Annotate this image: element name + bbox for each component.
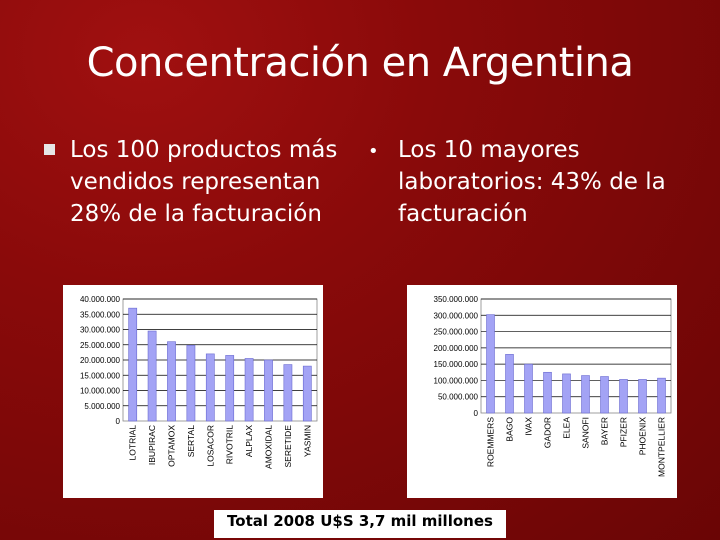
bar bbox=[657, 377, 666, 414]
bar bbox=[638, 379, 647, 414]
x-category-label: AMOXIDAL bbox=[264, 425, 274, 469]
x-category-label: BAGO bbox=[505, 417, 515, 442]
x-category-label: ELEA bbox=[562, 417, 572, 439]
x-category-label: MONTPELLIER bbox=[657, 417, 667, 477]
x-category-label: SERETIDE bbox=[283, 425, 293, 468]
y-tick-label: 35.000.000 bbox=[80, 310, 121, 319]
x-category-label: IVAX bbox=[524, 417, 534, 436]
x-category-label: IBUPIRAC bbox=[147, 425, 157, 465]
top-products-bar-chart: 0 5.000.000 10.000.000 15.000.000 20.000.000… bbox=[63, 285, 323, 498]
x-category-label: LOSACOR bbox=[205, 425, 215, 467]
bar bbox=[244, 358, 254, 422]
y-tick-label: 350.000.000 bbox=[434, 295, 479, 304]
bar bbox=[562, 373, 571, 414]
bar bbox=[619, 379, 628, 414]
x-category-label: PFIZER bbox=[619, 417, 629, 447]
y-tick-label: 0 bbox=[116, 417, 121, 426]
x-category-label: ALPLAX bbox=[244, 425, 254, 457]
top-laboratories-bar-chart: 0 50.000.000 100.000.000 150.000.000 200.000… bbox=[407, 285, 677, 498]
y-tick-label: 20.000.000 bbox=[80, 356, 121, 365]
y-tick-label: 40.000.000 bbox=[80, 295, 121, 304]
bar bbox=[264, 359, 273, 422]
x-category-label: YASMIN bbox=[302, 425, 312, 457]
bar bbox=[302, 365, 312, 422]
y-tick-label: 200.000.000 bbox=[434, 344, 479, 353]
bar bbox=[581, 375, 590, 414]
x-category-label: PHOENIX bbox=[638, 417, 648, 456]
x-category-label: LOTRIAL bbox=[128, 425, 138, 461]
bar bbox=[147, 330, 157, 422]
bar bbox=[225, 355, 235, 422]
y-tick-label: 100.000.000 bbox=[434, 376, 479, 385]
bar bbox=[167, 341, 176, 422]
y-tick-label: 0 bbox=[474, 409, 479, 418]
slide-title: Concentración en Argentina bbox=[86, 40, 634, 86]
bar bbox=[524, 363, 533, 414]
y-tick-label: 5.000.000 bbox=[84, 402, 120, 411]
dot-bullet-icon: • bbox=[368, 141, 379, 162]
y-tick-label: 300.000.000 bbox=[434, 311, 479, 320]
y-tick-label: 25.000.000 bbox=[80, 341, 121, 350]
x-category-label: BAYER bbox=[600, 417, 610, 445]
bar bbox=[205, 353, 215, 422]
bar bbox=[505, 354, 514, 414]
y-tick-label: 10.000.000 bbox=[80, 387, 121, 396]
bar bbox=[186, 345, 196, 422]
y-tick-label: 250.000.000 bbox=[434, 328, 479, 337]
x-category-label: SERTAL bbox=[186, 425, 196, 458]
bar bbox=[486, 314, 495, 414]
square-bullet-icon bbox=[44, 144, 55, 155]
bar bbox=[128, 307, 138, 422]
y-tick-label: 50.000.000 bbox=[438, 393, 479, 402]
x-category-label: ROEMMERS bbox=[486, 417, 496, 467]
y-tick-label: 30.000.000 bbox=[80, 326, 121, 335]
bar bbox=[600, 376, 609, 414]
x-category-label: SANOFI bbox=[581, 417, 591, 449]
bar bbox=[283, 364, 293, 422]
left-bullet-text: Los 100 productos más vendidos represent… bbox=[70, 137, 338, 227]
y-tick-label: 15.000.000 bbox=[80, 371, 121, 380]
total-footer: Total 2008 U$S 3,7 mil millones bbox=[214, 510, 506, 538]
right-bullet-text: Los 10 mayores laboratorios: 43% de la f… bbox=[398, 137, 666, 227]
bar bbox=[543, 371, 552, 414]
y-tick-label: 150.000.000 bbox=[434, 360, 479, 369]
x-category-label: OPTAMOX bbox=[167, 425, 177, 467]
x-category-label: GADOR bbox=[543, 417, 553, 448]
x-category-label: RIVOTRIL bbox=[225, 425, 235, 464]
